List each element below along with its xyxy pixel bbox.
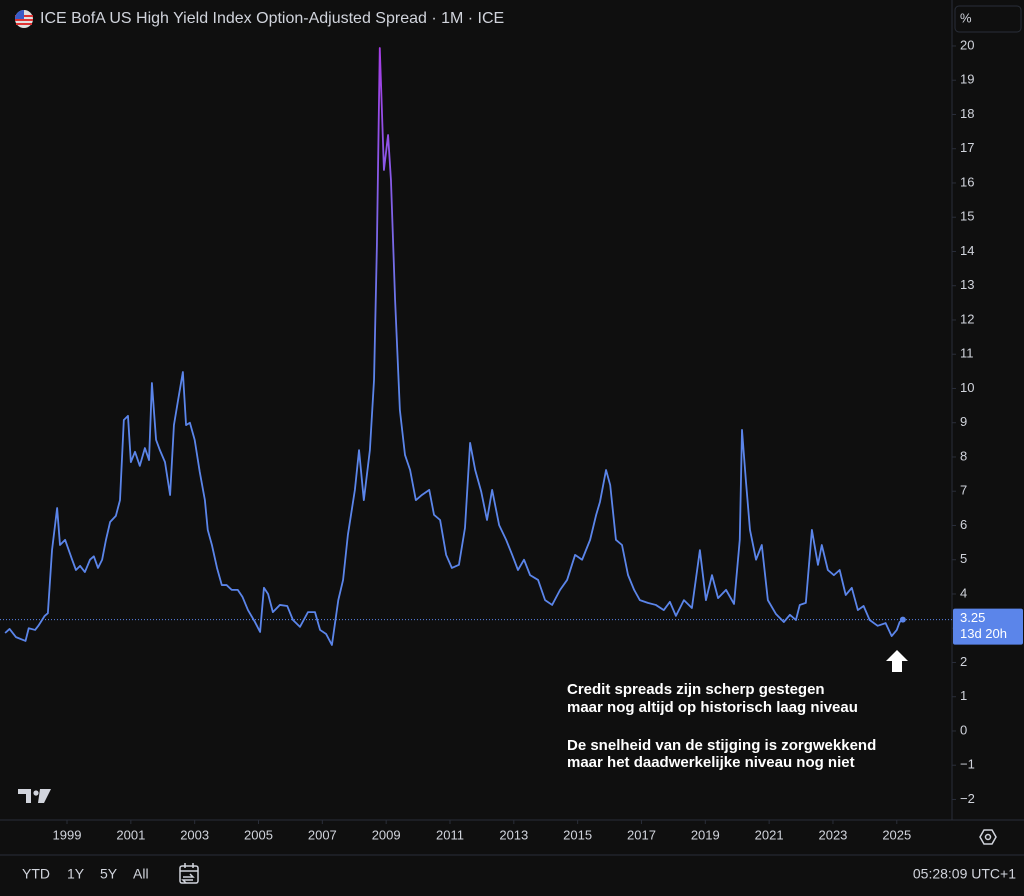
- range-button[interactable]: 1Y: [67, 866, 85, 882]
- last-point: [899, 616, 906, 623]
- range-button[interactable]: YTD: [22, 866, 50, 882]
- x-tick-label: 2011: [436, 827, 464, 842]
- series-line: [4, 47, 904, 646]
- y-tick-label: 17: [960, 140, 974, 155]
- countdown-label: 13d 20h: [960, 626, 1007, 641]
- y-tick-label: 13: [960, 277, 974, 292]
- x-tick-label: 2021: [755, 827, 784, 842]
- y-tick-label: 20: [960, 37, 974, 52]
- calendar-icon[interactable]: [179, 863, 199, 884]
- x-tick-label: 2025: [882, 827, 911, 842]
- y-tick-label: −2: [960, 791, 975, 806]
- y-tick-label: 0: [960, 722, 967, 737]
- y-tick-label: −1: [960, 757, 975, 772]
- last-value-box: [953, 608, 1023, 645]
- range-button[interactable]: 5Y: [100, 866, 118, 882]
- x-tick-label: 2015: [563, 827, 592, 842]
- x-tick-label: 1999: [53, 827, 82, 842]
- y-tick-label: 8: [960, 448, 967, 463]
- x-tick-label: 2005: [244, 827, 273, 842]
- arrow-icon: [886, 650, 908, 672]
- y-tick-label: 5: [960, 551, 967, 566]
- range-button[interactable]: All: [133, 866, 149, 882]
- y-tick-label: 19: [960, 72, 974, 87]
- x-tick-label: 2013: [499, 827, 528, 842]
- y-tick-label: 2: [960, 654, 967, 669]
- y-tick-label: 12: [960, 311, 974, 326]
- y-tick-label: 1: [960, 688, 967, 703]
- x-tick-label: 2019: [691, 827, 720, 842]
- y-tick-label: 14: [960, 243, 974, 258]
- y-tick-label: 6: [960, 517, 967, 532]
- last-value-label: 3.25: [960, 610, 985, 625]
- tv-logo: [18, 789, 51, 803]
- x-tick-label: 2001: [116, 827, 145, 842]
- y-tick-label: 7: [960, 483, 967, 498]
- x-tick-label: 2007: [308, 827, 337, 842]
- annotation: maar het daadwerkelijke niveau nog niet: [567, 754, 855, 771]
- unit-label[interactable]: %: [960, 10, 972, 25]
- chart-title: ICE BofA US High Yield Index Option-Adju…: [40, 10, 504, 27]
- flag-icon: [15, 10, 33, 28]
- x-tick-label: 2003: [180, 827, 209, 842]
- clock: 05:28:09 UTC+1: [913, 866, 1016, 882]
- annotation: De snelheid van de stijging is zorgwekke…: [567, 737, 876, 754]
- y-tick-label: 16: [960, 174, 974, 189]
- unit-box[interactable]: [954, 5, 1022, 33]
- annotation: maar nog altijd op historisch laag nivea…: [567, 699, 858, 716]
- y-tick-label: 18: [960, 106, 974, 121]
- settings-icon[interactable]: [979, 829, 997, 845]
- y-tick-label: 10: [960, 380, 974, 395]
- x-tick-label: 2017: [627, 827, 656, 842]
- y-tick-label: 11: [960, 346, 974, 361]
- y-tick-label: 4: [960, 585, 967, 600]
- x-tick-label: 2023: [818, 827, 847, 842]
- y-tick-label: 9: [960, 414, 967, 429]
- y-tick-label: 15: [960, 209, 974, 224]
- x-tick-label: 2009: [372, 827, 401, 842]
- annotation: Credit spreads zijn scherp gestegen: [567, 681, 825, 698]
